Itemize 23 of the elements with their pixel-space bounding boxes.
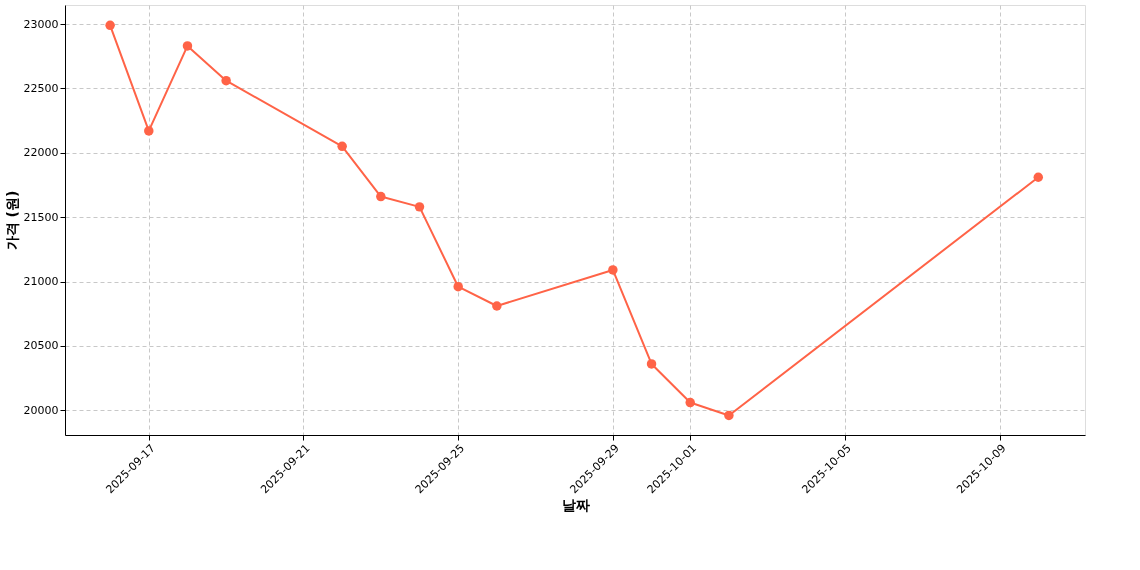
y-tick-label: 22500 [23, 81, 59, 95]
y-axis-title: 가격 (원) [3, 190, 20, 251]
y-tick-label: 20000 [23, 403, 59, 417]
point [724, 410, 734, 421]
point [376, 191, 386, 202]
y-tick-label: 22000 [23, 146, 59, 160]
y-tick-label: 21000 [23, 275, 59, 289]
point [182, 41, 193, 51]
point [144, 126, 154, 136]
point [221, 75, 231, 86]
point [608, 265, 618, 275]
point [685, 397, 695, 408]
x-axis-title: 날짜 [561, 497, 590, 514]
point [646, 359, 657, 369]
point [414, 202, 425, 212]
y-tick-label: 20500 [23, 339, 59, 353]
y-tick-label: 23000 [23, 17, 59, 31]
point [337, 141, 347, 152]
point [1033, 172, 1044, 182]
point [453, 281, 463, 292]
y-tick-label: 21500 [23, 210, 59, 224]
point [105, 20, 115, 31]
point [492, 301, 502, 311]
